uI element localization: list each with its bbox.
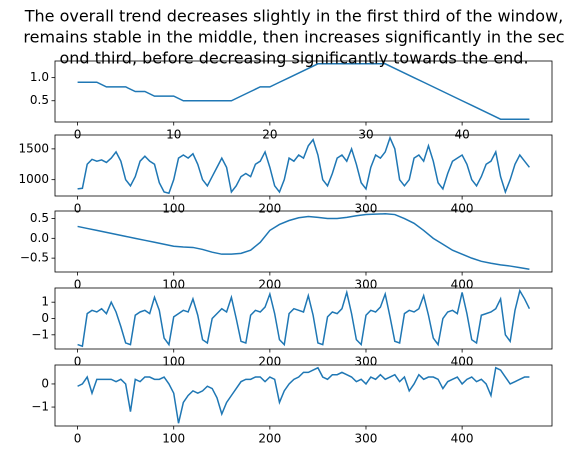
x-tick-label: 100 [162, 278, 185, 292]
x-tick-label: 300 [355, 278, 378, 292]
x-tick-label: 0 [74, 202, 82, 216]
axes-frame [54, 134, 553, 197]
data-line [77, 63, 530, 120]
x-tick-label: 40 [454, 128, 469, 142]
x-tick-label: 100 [162, 432, 185, 446]
data-line [77, 366, 530, 424]
x-tick-label: 0 [74, 432, 82, 446]
x-tick-label: 400 [451, 355, 474, 369]
x-tick-label: 0 [74, 355, 82, 369]
x-tick-label: 300 [355, 355, 378, 369]
y-tick-label: −1 [31, 400, 49, 414]
chart-title: The overall trend decreases slightly in … [24, 7, 564, 26]
x-tick-label: 0 [74, 128, 82, 142]
y-tick-label: 1 [41, 295, 49, 309]
x-tick-label: 200 [258, 355, 281, 369]
x-tick-label: 30 [358, 128, 373, 142]
x-tick-label: 200 [258, 278, 281, 292]
axes-frame [54, 60, 553, 123]
data-line [77, 135, 531, 195]
y-tick-label: −1 [31, 327, 49, 341]
data-line [77, 288, 531, 348]
x-tick-label: 0 [74, 278, 82, 292]
x-tick-label: 400 [451, 432, 474, 446]
x-tick-label: 300 [355, 432, 378, 446]
x-tick-label: 400 [451, 278, 474, 292]
x-tick-label: 20 [262, 128, 277, 142]
y-tick-label: 0 [41, 311, 49, 325]
x-tick-label: 400 [451, 202, 474, 216]
x-tick-label: 300 [355, 202, 378, 216]
y-tick-label: 1.0 [30, 70, 49, 84]
axes-frame [54, 364, 553, 427]
x-tick-label: 100 [162, 355, 185, 369]
x-tick-label: 100 [162, 202, 185, 216]
y-tick-label: 0.5 [30, 93, 49, 107]
y-tick-label: 0.5 [30, 211, 49, 225]
y-tick-label: 0.0 [30, 231, 49, 245]
y-tick-label: 1000 [18, 172, 49, 186]
y-tick-label: −0.5 [20, 251, 49, 265]
x-tick-label: 10 [166, 128, 181, 142]
chart-title: remains stable in the middle, then incre… [23, 28, 564, 47]
data-line [77, 213, 530, 270]
y-tick-label: 0 [41, 376, 49, 390]
x-tick-label: 200 [258, 432, 281, 446]
axes-frame [54, 210, 553, 273]
chart-title: ond third, before decreasing significant… [59, 49, 528, 68]
y-tick-label: 1500 [18, 141, 49, 155]
x-tick-label: 200 [258, 202, 281, 216]
